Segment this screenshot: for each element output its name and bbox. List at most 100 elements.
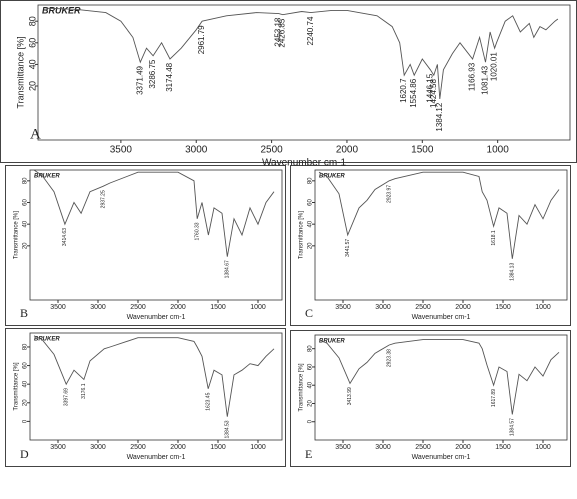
- plot-frame: [314, 169, 568, 301]
- panel-border: [290, 330, 571, 467]
- x-tick-label: 1000: [250, 444, 266, 451]
- x-tick-label: 3000: [375, 304, 391, 311]
- x-tick-label: 3500: [50, 304, 66, 311]
- x-tick-label: 1000: [535, 304, 551, 311]
- x-tick-label: 2500: [415, 444, 431, 451]
- y-tick-label: 80: [27, 16, 37, 26]
- peak-label: 2923.38: [386, 349, 392, 367]
- x-tick-label: 2000: [455, 444, 471, 451]
- peak-label: 1020.01: [490, 52, 499, 81]
- peak-label: 1384.53: [225, 420, 231, 438]
- x-tick-label: 2000: [170, 444, 186, 451]
- panel-label: E: [305, 447, 312, 461]
- y-tick-label: 80: [23, 177, 29, 184]
- panel-border: [5, 165, 286, 326]
- x-axis-label: Wavenumber cm-1: [127, 314, 186, 321]
- spectrum: [33, 335, 275, 417]
- panel-label: A: [30, 126, 41, 142]
- y-tick-label: 40: [27, 59, 37, 69]
- y-axis-label: Transmittance [%]: [299, 363, 305, 411]
- x-tick-label: 2000: [336, 145, 359, 156]
- y-tick-label: 60: [308, 363, 314, 370]
- logo: BRUKER: [42, 5, 81, 15]
- y-tick-label: 40: [308, 381, 314, 388]
- y-tick-label: 20: [308, 242, 314, 249]
- panel-border: [290, 165, 571, 326]
- x-tick-label: 3500: [335, 444, 351, 451]
- x-tick-label: 3000: [90, 444, 106, 451]
- peak-label: 2961.79: [197, 25, 206, 54]
- peak-label: 3441.57: [345, 239, 351, 257]
- y-axis-label: Transmittance [%]: [15, 36, 25, 108]
- y-axis-label: Transmittance [%]: [14, 211, 20, 259]
- logo: BRUKER: [34, 337, 60, 343]
- panel-label: C: [305, 306, 313, 320]
- y-tick-label: 20: [308, 399, 314, 406]
- x-tick-label: 1500: [495, 304, 511, 311]
- x-tick-label: 3000: [375, 444, 391, 451]
- spectrum: [318, 339, 560, 415]
- y-tick-label: 60: [27, 38, 37, 48]
- y-tick-label: 40: [23, 220, 29, 227]
- y-tick-label: 80: [308, 177, 314, 184]
- x-tick-label: 1000: [487, 145, 510, 156]
- logo: BRUKER: [34, 174, 60, 180]
- peak-label: 1384.57: [510, 418, 516, 436]
- x-tick-label: 2000: [170, 304, 186, 311]
- peak-label: 3413.99: [347, 387, 353, 405]
- panel-border: [5, 328, 286, 467]
- peak-label: 1620.7: [399, 78, 408, 103]
- peak-label: 3371.49: [135, 65, 144, 94]
- panel-label: D: [20, 447, 29, 461]
- y-axis-label: Transmittance [%]: [299, 211, 305, 259]
- x-tick-label: 3000: [185, 145, 208, 156]
- panel-label: B: [20, 306, 28, 320]
- peak-label: 2426.85: [278, 18, 287, 47]
- y-tick-label: 60: [23, 362, 29, 369]
- y-tick-label: 20: [23, 242, 29, 249]
- x-tick-label: 1500: [210, 304, 226, 311]
- peak-label: 1617.89: [491, 389, 497, 407]
- peak-label: 1554.86: [409, 78, 418, 107]
- y-tick-label: 20: [27, 81, 37, 91]
- peak-label: 2937.25: [100, 190, 106, 208]
- peak-label: 3414.63: [62, 228, 68, 246]
- peak-label: 1623.45: [205, 392, 211, 410]
- peak-label: 1424.58: [429, 79, 438, 108]
- x-tick-label: 1500: [495, 444, 511, 451]
- peak-label: 2453.18: [274, 17, 283, 46]
- peak-label: 2240.74: [306, 16, 315, 45]
- x-axis-label: Wavenumber cm-1: [412, 314, 471, 321]
- logo: BRUKER: [319, 174, 345, 180]
- y-axis-label: Transmittance [%]: [14, 362, 20, 410]
- peak-label: 1384.67: [225, 260, 231, 278]
- peak-label: 1166.93: [468, 62, 477, 91]
- x-tick-label: 3000: [90, 304, 106, 311]
- x-tick-label: 2500: [130, 304, 146, 311]
- x-tick-label: 3500: [335, 304, 351, 311]
- peak-label: 3397.69: [64, 388, 70, 406]
- x-tick-label: 1000: [535, 444, 551, 451]
- peak-label: 3174.48: [165, 62, 174, 91]
- spectrum: [33, 169, 275, 257]
- y-tick-label: 40: [23, 380, 29, 387]
- y-tick-label: 60: [23, 199, 29, 206]
- x-tick-label: 2000: [455, 304, 471, 311]
- x-axis-label: Wavenumber cm-1: [127, 454, 186, 461]
- peak-label: 1618.1: [491, 230, 497, 246]
- y-tick-label: 0: [23, 419, 29, 423]
- y-tick-label: 40: [308, 220, 314, 227]
- plot-frame: [29, 169, 283, 301]
- x-tick-label: 2500: [415, 304, 431, 311]
- peak-label: 1384.12: [435, 102, 444, 131]
- x-axis-label: Wavenumber cm-1: [412, 454, 471, 461]
- x-tick-label: 3500: [110, 145, 133, 156]
- peak-label: 3176.1: [81, 383, 87, 399]
- logo: BRUKER: [319, 339, 345, 345]
- plot-frame: [314, 334, 568, 441]
- y-tick-label: 80: [23, 343, 29, 350]
- x-tick-label: 1000: [250, 304, 266, 311]
- peak-label: 1446.15: [426, 73, 435, 102]
